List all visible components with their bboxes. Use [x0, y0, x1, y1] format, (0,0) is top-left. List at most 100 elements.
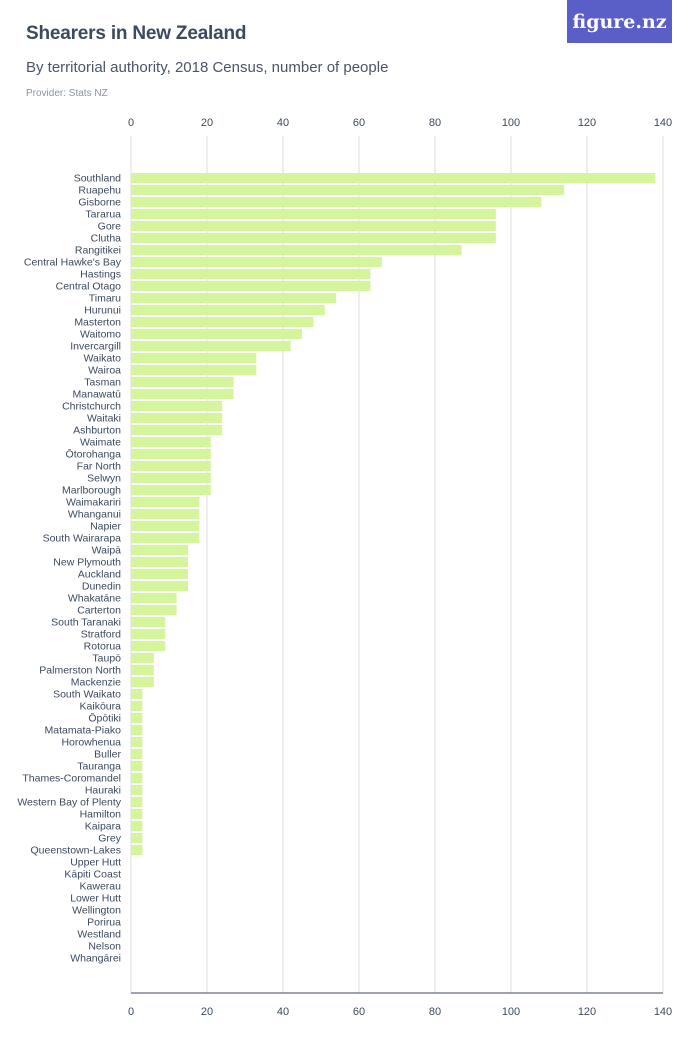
bar[interactable]	[131, 617, 166, 627]
bar[interactable]	[131, 533, 200, 543]
bar[interactable]	[131, 233, 496, 243]
bar[interactable]	[131, 629, 166, 639]
category-label: Christchurch	[62, 401, 121, 413]
category-label: Ashburton	[73, 425, 121, 437]
category-label: Tauranga	[77, 761, 121, 773]
bar[interactable]	[131, 341, 291, 351]
x-tick-label-top: 140	[654, 117, 672, 129]
category-label: Gore	[98, 221, 122, 233]
bar[interactable]	[131, 653, 154, 663]
bar[interactable]	[131, 557, 188, 567]
bar[interactable]	[131, 761, 143, 771]
x-tick-label-bottom: 140	[654, 1006, 672, 1018]
category-label: Central Otago	[56, 281, 122, 293]
bar[interactable]	[131, 665, 154, 675]
category-label: Masterton	[74, 317, 121, 329]
category-label: Lower Hutt	[70, 893, 121, 905]
category-label: Upper Hutt	[70, 857, 121, 869]
bar[interactable]	[131, 221, 496, 231]
bar[interactable]	[131, 821, 143, 831]
bar[interactable]	[131, 377, 234, 387]
category-label: Kāpiti Coast	[64, 869, 121, 881]
bar[interactable]	[131, 185, 565, 195]
x-tick-label-top: 20	[201, 117, 213, 129]
bar[interactable]	[131, 737, 143, 747]
category-label: Selwyn	[87, 473, 121, 485]
category-label: Hurunui	[84, 305, 121, 317]
bar[interactable]	[131, 317, 314, 327]
bar[interactable]	[131, 473, 211, 483]
bar[interactable]	[131, 749, 143, 759]
category-label: Hastings	[80, 269, 121, 281]
category-label: Dunedin	[82, 581, 121, 593]
bar[interactable]	[131, 689, 143, 699]
category-label: New Plymouth	[53, 557, 121, 569]
category-label: Tasman	[84, 377, 121, 389]
category-label: Ōtorohanga	[66, 449, 122, 461]
bar[interactable]	[131, 713, 143, 723]
category-label: Timaru	[89, 293, 121, 305]
category-label: Napier	[90, 521, 121, 533]
bar[interactable]	[131, 401, 223, 411]
bar[interactable]	[131, 425, 223, 435]
category-label: Tararua	[85, 209, 121, 221]
bar[interactable]	[131, 353, 257, 363]
category-label: Carterton	[77, 605, 121, 617]
category-label: Waipā	[92, 545, 122, 557]
bar[interactable]	[131, 257, 382, 267]
bar[interactable]	[131, 365, 257, 375]
bar[interactable]	[131, 545, 188, 555]
bar[interactable]	[131, 389, 234, 399]
bar[interactable]	[131, 605, 177, 615]
x-tick-label-bottom: 80	[429, 1006, 441, 1018]
bar[interactable]	[131, 833, 143, 843]
category-label: Hauraki	[85, 785, 121, 797]
chart-title: Shearers in New Zealand	[26, 23, 247, 44]
bar[interactable]	[131, 701, 143, 711]
category-label: Waikato	[83, 353, 121, 365]
bar[interactable]	[131, 773, 143, 783]
bar[interactable]	[131, 329, 302, 339]
bar[interactable]	[131, 173, 656, 183]
bar[interactable]	[131, 497, 200, 507]
bar[interactable]	[131, 797, 143, 807]
bar[interactable]	[131, 245, 462, 255]
bar[interactable]	[131, 293, 337, 303]
category-label: Ōpōtiki	[88, 713, 121, 725]
bar[interactable]	[131, 641, 166, 651]
bar[interactable]	[131, 521, 200, 531]
bar[interactable]	[131, 509, 200, 519]
category-label: Grey	[98, 833, 122, 845]
category-label: Whanganui	[68, 509, 121, 521]
category-label: Stratford	[81, 629, 121, 641]
x-tick-label-bottom: 100	[502, 1006, 520, 1018]
category-label: Central Hawke's Bay	[24, 257, 122, 269]
bar[interactable]	[131, 305, 325, 315]
bar[interactable]	[131, 569, 188, 579]
bar[interactable]	[131, 449, 211, 459]
bar[interactable]	[131, 785, 143, 795]
bar[interactable]	[131, 581, 188, 591]
bar[interactable]	[131, 437, 211, 447]
bar[interactable]	[131, 209, 496, 219]
category-label: Westland	[77, 929, 121, 941]
category-label: Whangārei	[70, 953, 121, 965]
bar[interactable]	[131, 461, 211, 471]
bar[interactable]	[131, 485, 211, 495]
bar[interactable]	[131, 809, 143, 819]
category-label: Invercargill	[70, 341, 121, 353]
bar[interactable]	[131, 845, 143, 855]
bar[interactable]	[131, 281, 371, 291]
bar[interactable]	[131, 413, 223, 423]
figure-nz-logo[interactable]: figure.nz	[567, 0, 672, 43]
bar[interactable]	[131, 593, 177, 603]
x-tick-label-top: 60	[353, 117, 365, 129]
category-label: Mackenzie	[71, 677, 121, 689]
category-label: Kaikōura	[80, 701, 122, 713]
bar[interactable]	[131, 677, 154, 687]
bar[interactable]	[131, 269, 371, 279]
x-tick-label-bottom: 120	[578, 1006, 596, 1018]
bar[interactable]	[131, 197, 542, 207]
bar[interactable]	[131, 725, 143, 735]
